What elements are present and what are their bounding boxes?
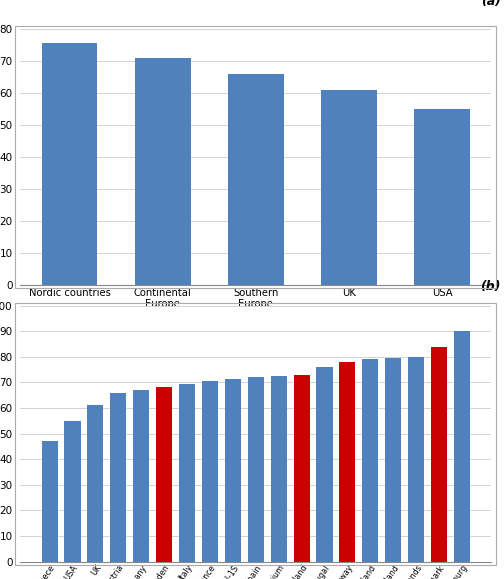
Bar bbox=[110, 393, 127, 562]
Bar bbox=[431, 346, 447, 562]
Bar bbox=[156, 387, 172, 562]
Bar bbox=[133, 390, 149, 562]
Bar bbox=[362, 360, 379, 562]
Bar bbox=[408, 357, 424, 562]
Text: (b): (b) bbox=[480, 280, 501, 293]
Bar bbox=[41, 43, 97, 285]
Bar bbox=[65, 421, 81, 562]
Bar bbox=[321, 90, 377, 285]
Bar bbox=[248, 378, 264, 562]
Bar bbox=[271, 376, 287, 562]
Bar bbox=[135, 58, 191, 285]
Bar bbox=[293, 375, 309, 562]
Bar bbox=[179, 384, 195, 562]
Text: (a): (a) bbox=[481, 0, 501, 9]
Bar bbox=[228, 74, 284, 285]
Bar bbox=[414, 109, 470, 285]
Bar bbox=[42, 441, 57, 562]
Bar bbox=[454, 331, 470, 562]
Bar bbox=[385, 358, 401, 562]
Bar bbox=[339, 362, 355, 562]
Bar bbox=[317, 367, 333, 562]
Bar bbox=[202, 381, 218, 562]
Bar bbox=[225, 379, 241, 562]
Bar bbox=[87, 405, 103, 562]
